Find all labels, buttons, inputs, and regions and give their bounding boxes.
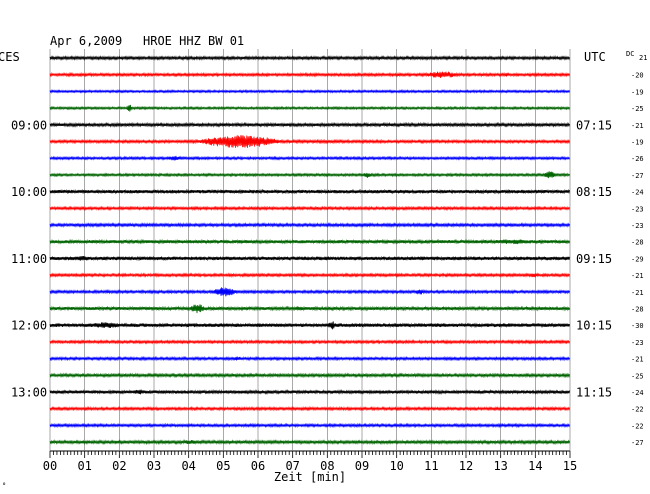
local-time-label: 13:00 xyxy=(11,386,47,400)
dc-offset-header: DC xyxy=(626,50,634,58)
trace-14 xyxy=(49,287,570,297)
dc-offset-label: -27 xyxy=(631,439,644,447)
x-axis-title: Zeit [min] xyxy=(274,470,346,484)
right-timezone-label: UTC xyxy=(584,50,606,64)
dc-offset-label: 21 xyxy=(639,54,647,62)
dc-offset-label: -29 xyxy=(631,255,644,263)
utc-time-label: 11:15 xyxy=(576,386,612,400)
dc-offset-label: -23 xyxy=(631,339,644,347)
dc-offset-label: -30 xyxy=(631,322,644,330)
dc-offset-label: -19 xyxy=(631,88,644,96)
x-tick-label: 11 xyxy=(424,459,438,473)
x-tick-label: 00 xyxy=(43,459,57,473)
dc-offset-label: -23 xyxy=(631,205,644,213)
x-tick-label: 08 xyxy=(320,459,334,473)
x-tick-label: 03 xyxy=(147,459,161,473)
trace-10 xyxy=(49,222,570,228)
trace-11 xyxy=(49,238,570,245)
dc-offset-label: -19 xyxy=(631,139,644,147)
x-axis-tick-labels: 00 01 02 03 04 05 06 07 08 09 10 11 12 13 14 15 xyxy=(43,459,577,473)
dc-offset-label: -22 xyxy=(631,406,644,414)
dc-offset-label: -28 xyxy=(631,306,644,314)
trace-23 xyxy=(49,439,570,446)
utc-time-label: 07:15 xyxy=(576,118,612,132)
x-tick-label: 14 xyxy=(528,459,542,473)
x-tick-label: 06 xyxy=(251,459,265,473)
x-tick-label: 13 xyxy=(493,459,507,473)
local-time-label: 10:00 xyxy=(11,185,47,199)
trace-0 xyxy=(49,55,570,61)
x-tick-label: 05 xyxy=(216,459,230,473)
dc-offset-label: -21 xyxy=(631,122,644,130)
dc-offset-labels: 21 -20 -19 -25 -21 -19 -26 -27 -24 -23 -23 -28 -29 -2… xyxy=(631,54,647,447)
left-timezone-label: CES xyxy=(0,50,20,64)
dc-offset-label: -24 xyxy=(631,389,644,397)
x-tick-label: 12 xyxy=(459,459,473,473)
trace-5 xyxy=(49,135,570,148)
chart-date: Apr 6,2009 xyxy=(50,34,122,48)
trace-1 xyxy=(49,71,570,79)
local-time-label: 11:00 xyxy=(11,252,47,266)
dc-offset-label: -28 xyxy=(631,239,644,247)
utc-time-label: 09:15 xyxy=(576,252,612,266)
seismic-traces xyxy=(49,55,570,446)
trace-20 xyxy=(49,389,570,395)
dc-offset-label: -24 xyxy=(631,189,644,197)
trace-21 xyxy=(49,405,570,412)
trace-18 xyxy=(49,355,570,362)
x-tick-label: 09 xyxy=(355,459,369,473)
x-tick-label: 07 xyxy=(285,459,299,473)
trace-3 xyxy=(49,104,570,112)
dc-offset-label: -26 xyxy=(631,155,644,163)
chart-station: HROE HHZ BW 01 xyxy=(143,34,244,48)
corner-mark: ° xyxy=(2,482,6,490)
dc-offset-label: -25 xyxy=(631,372,644,380)
utc-time-labels: 07:15 08:15 09:15 10:15 11:15 xyxy=(576,118,612,399)
trace-16 xyxy=(49,321,570,330)
trace-7 xyxy=(49,171,570,179)
dc-offset-label: -22 xyxy=(631,422,644,430)
trace-17 xyxy=(49,339,570,345)
trace-4 xyxy=(49,121,570,128)
trace-13 xyxy=(49,272,570,278)
x-tick-label: 02 xyxy=(112,459,126,473)
dc-offset-label: -21 xyxy=(631,289,644,297)
dc-offset-label: -21 xyxy=(631,272,644,280)
dc-offset-label: -25 xyxy=(631,105,644,113)
local-time-labels: 09:00 10:00 11:00 12:00 13:00 xyxy=(11,118,47,399)
dc-offset-label: -23 xyxy=(631,222,644,230)
trace-8 xyxy=(49,188,570,195)
x-tick-label: 15 xyxy=(563,459,577,473)
trace-9 xyxy=(49,205,570,212)
trace-19 xyxy=(49,372,570,379)
minute-gridlines xyxy=(49,49,571,451)
trace-2 xyxy=(49,89,570,94)
utc-time-label: 10:15 xyxy=(576,319,612,333)
dc-offset-label: -21 xyxy=(631,356,644,364)
x-tick-label: 04 xyxy=(181,459,195,473)
utc-time-label: 08:15 xyxy=(576,185,612,199)
x-tick-label: 01 xyxy=(77,459,91,473)
trace-22 xyxy=(49,422,570,429)
local-time-label: 12:00 xyxy=(11,319,47,333)
x-axis-ticks xyxy=(49,451,571,458)
local-time-label: 09:00 xyxy=(11,118,47,132)
dc-offset-label: -20 xyxy=(631,72,644,80)
x-tick-label: 10 xyxy=(389,459,403,473)
trace-15 xyxy=(49,304,570,314)
dc-offset-label: -27 xyxy=(631,172,644,180)
trace-12 xyxy=(49,255,570,262)
trace-6 xyxy=(49,155,570,161)
